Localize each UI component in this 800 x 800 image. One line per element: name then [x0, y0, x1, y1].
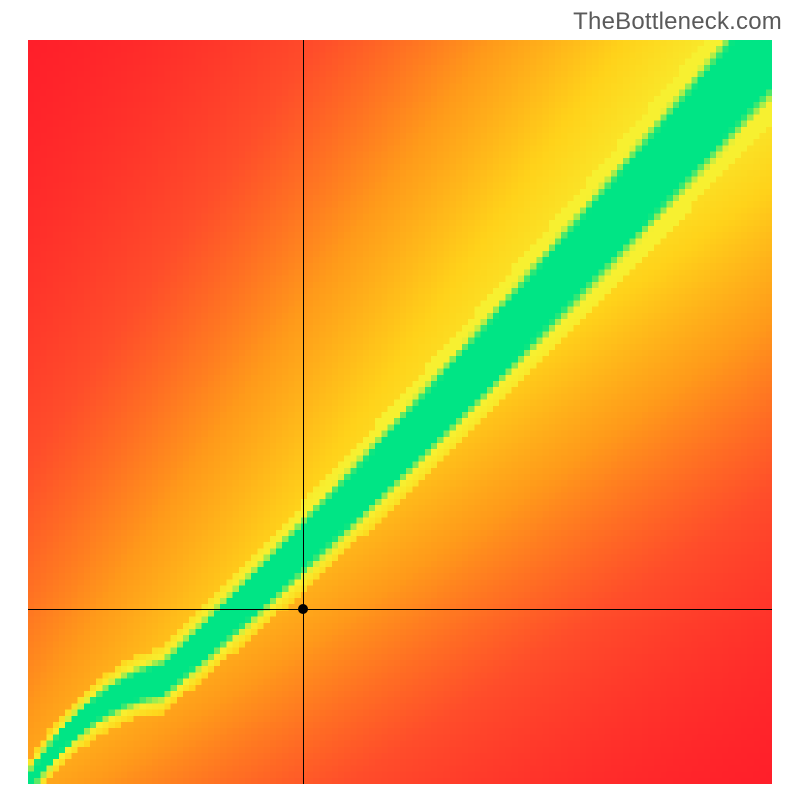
bottleneck-chart-container: { "watermark": { "text": "TheBottleneck.… [0, 0, 800, 800]
watermark-text: TheBottleneck.com [573, 8, 782, 36]
crosshair-horizontal [28, 609, 772, 610]
crosshair-vertical [303, 40, 304, 784]
heatmap-plot [28, 40, 772, 784]
heatmap-canvas [28, 40, 772, 784]
marker-point [298, 604, 308, 614]
